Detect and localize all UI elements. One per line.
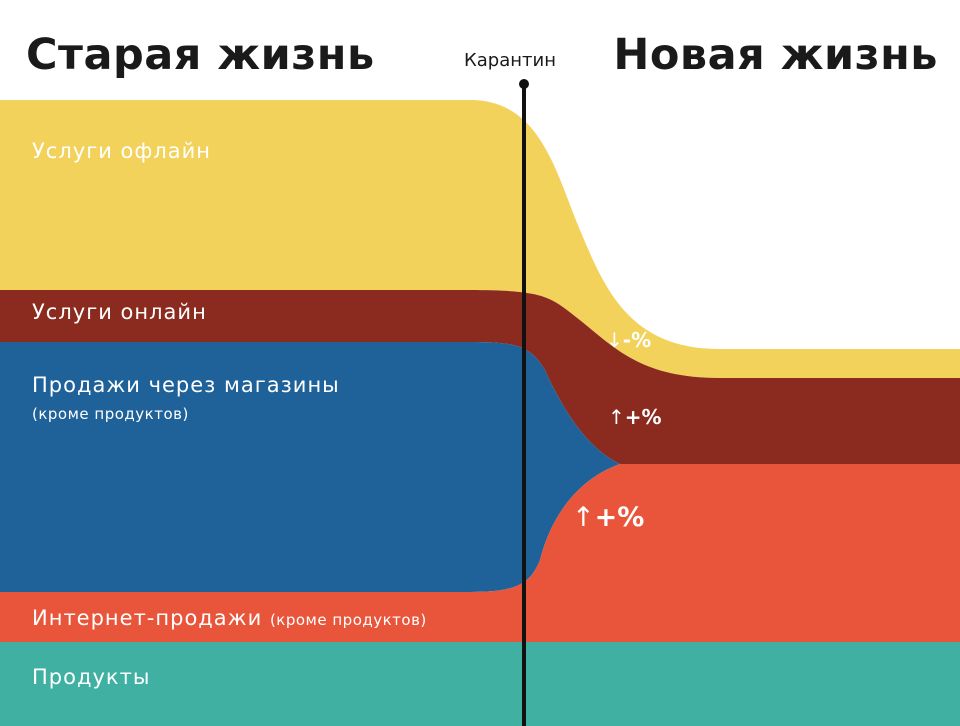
band-store-sales: [0, 342, 620, 592]
label-services-online: Услуги онлайн: [32, 300, 207, 324]
band-groceries: [0, 642, 960, 726]
change-services-online-text: +%: [624, 405, 662, 429]
arrow-down-icon: ↓: [606, 328, 623, 352]
band-internet-sales: [0, 464, 960, 642]
label-store-sales-note: (кроме продуктов): [32, 405, 189, 423]
old-life-title: Старая жизнь: [26, 30, 375, 80]
label-internet-sales-note: (кроме продуктов): [269, 611, 427, 629]
change-internet-sales-text: +%: [594, 502, 645, 533]
new-life-title: Новая жизнь: [613, 30, 938, 80]
quarantine-label: Карантин: [464, 50, 556, 71]
change-services-offline-text: -%: [622, 328, 652, 352]
change-services-offline: ↓-%: [606, 328, 651, 352]
band-services-offline: [0, 100, 960, 378]
change-services-online: ↑+%: [608, 405, 662, 429]
arrow-up-icon: ↑: [572, 502, 595, 533]
change-internet-sales: ↑+%: [572, 502, 644, 533]
label-services-offline: Услуги офлайн: [32, 139, 212, 163]
label-internet-sales: Интернет-продажи (кроме продуктов): [32, 606, 427, 630]
quarantine-divider-dot: [519, 79, 529, 89]
arrow-up-icon: ↑: [608, 405, 625, 429]
label-internet-sales-text: Интернет-продажи: [32, 606, 263, 630]
label-store-sales: Продажи через магазины: [32, 373, 340, 397]
band-services-online: [0, 290, 960, 464]
label-groceries: Продукты: [32, 665, 151, 689]
